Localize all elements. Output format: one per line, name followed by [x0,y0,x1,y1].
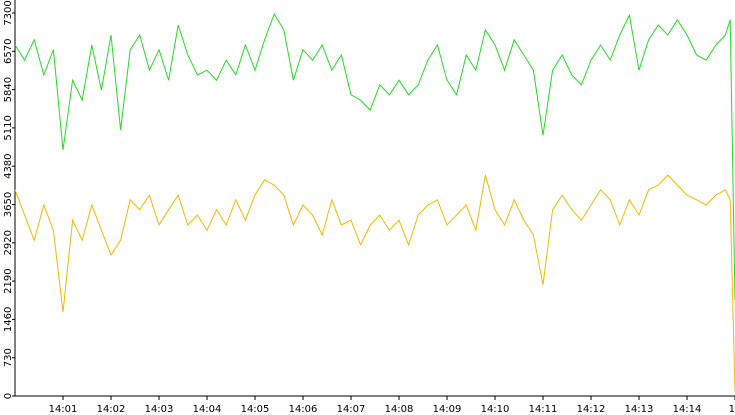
x-tick-label: 14:08 [385,404,414,415]
x-tick-label: 14:09 [433,404,462,415]
x-tick-label: 14:12 [577,404,606,415]
y-tick-label: 5110 [3,115,14,140]
series-line [14,12,735,301]
series-line [14,174,735,391]
y-tick-label: 6570 [3,39,14,64]
x-tick-label: 14:03 [145,404,174,415]
y-tick-label: 2920 [3,230,14,255]
x-tick-label: 14:07 [337,404,366,415]
y-tick-label: 2190 [3,268,14,293]
x-tick-label: 14:05 [241,404,270,415]
x-tick-label: 14:14 [673,404,702,415]
x-tick-label: 14:11 [529,404,558,415]
y-tick-label: 5840 [3,77,14,102]
x-tick-label: 14:01 [49,404,78,415]
x-tick-label: 14:06 [289,404,318,415]
y-tick-label: 7300 [3,0,14,25]
y-tick-label: 0 [3,393,14,399]
y-tick-label: 4380 [3,153,14,178]
x-tick-label: 14:02 [97,404,126,415]
x-tick-label: 14 [729,404,735,415]
x-tick-label: 14:04 [193,404,222,415]
y-tick-label: 730 [3,348,14,367]
y-tick-label: 3650 [3,192,14,217]
x-tick-label: 14:13 [625,404,654,415]
y-tick-label: 1460 [3,307,14,332]
x-tick-label: 14:10 [481,404,510,415]
